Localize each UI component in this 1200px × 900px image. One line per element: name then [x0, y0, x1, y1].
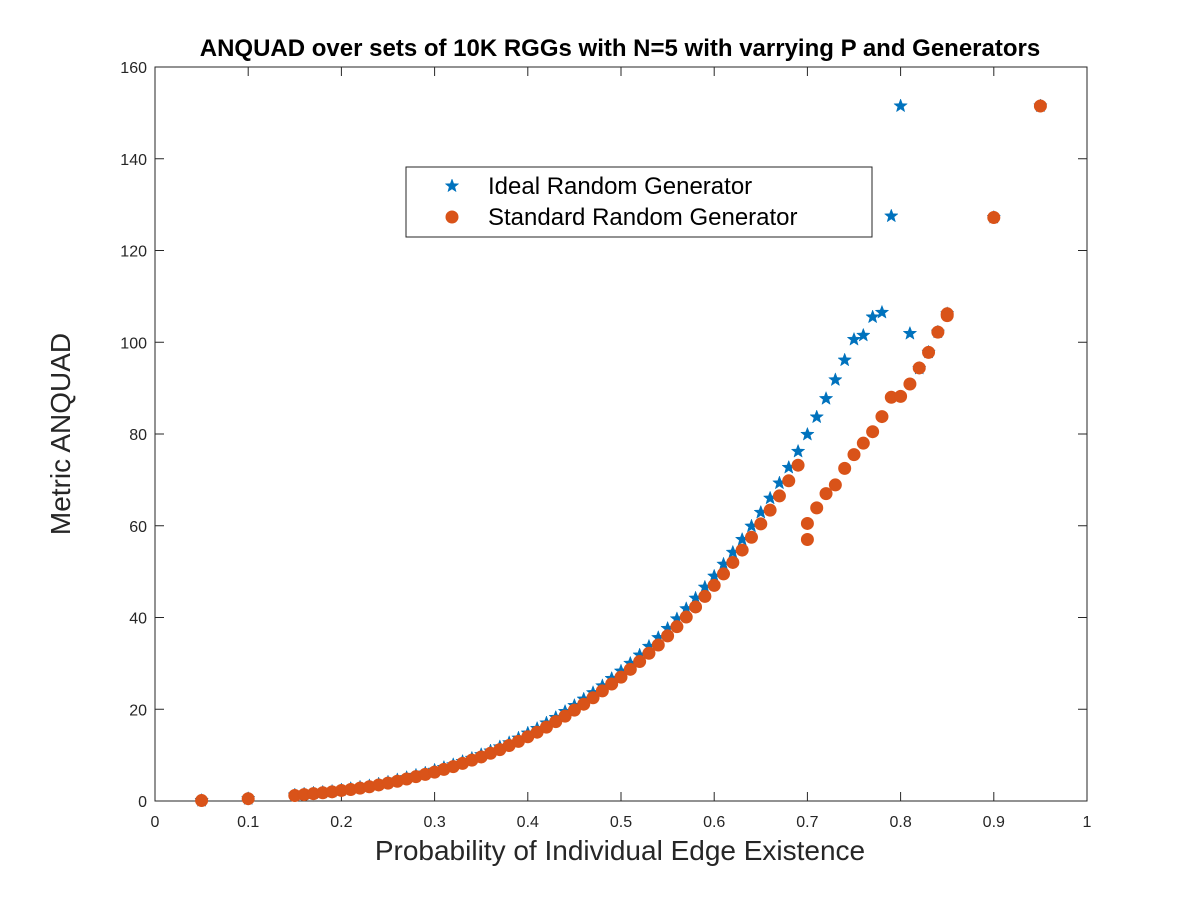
data-point: [800, 426, 815, 441]
x-axis-label: Probability of Individual Edge Existence: [375, 835, 865, 866]
data-point: [846, 331, 862, 346]
data-point: [642, 646, 656, 660]
data-point: [883, 208, 899, 223]
x-tick-label: 0: [151, 814, 160, 831]
data-point: [866, 425, 880, 439]
x-tick-label: 1: [1083, 814, 1092, 831]
series-layer: [194, 98, 1048, 808]
legend-circle-icon: [445, 210, 459, 224]
data-point: [1033, 99, 1047, 113]
x-tick-label: 0.3: [423, 814, 445, 831]
data-point: [902, 325, 918, 340]
y-tick-label: 0: [138, 794, 147, 811]
data-point: [689, 600, 703, 614]
y-tick-label: 80: [129, 427, 147, 444]
data-point: [241, 792, 255, 806]
chart-title: ANQUAD over sets of 10K RGGs with N=5 wi…: [200, 35, 1040, 62]
y-tick-label: 40: [129, 611, 147, 628]
legend-label-standard: Standard Random Generator: [488, 204, 798, 231]
data-point: [865, 309, 880, 324]
y-tick-label: 140: [120, 152, 147, 169]
y-tick-label: 160: [120, 60, 147, 77]
data-point: [903, 377, 917, 391]
data-point: [735, 543, 749, 557]
x-tick-label: 0.7: [796, 814, 818, 831]
data-point: [558, 709, 572, 723]
x-tick-label: 0.5: [610, 814, 632, 831]
x-tick-label: 0.4: [517, 814, 539, 831]
data-point: [856, 436, 870, 450]
y-axis: 0 20 40 60 80 100 120 140 160: [120, 60, 1087, 811]
data-point: [661, 629, 675, 643]
data-point: [577, 697, 591, 711]
data-point: [875, 410, 889, 424]
legend-box: [405, 166, 873, 238]
data-point: [623, 662, 637, 676]
data-point: [828, 372, 843, 387]
data-point: [828, 478, 842, 492]
x-tick-label: 0.9: [983, 814, 1005, 831]
y-tick-label: 60: [129, 519, 147, 536]
data-point: [800, 516, 814, 530]
data-point: [707, 578, 721, 592]
data-point: [605, 677, 619, 691]
legend-marker-standard: [445, 210, 459, 224]
data-point: [698, 589, 712, 603]
data-point: [772, 489, 786, 503]
data-point: [819, 487, 833, 501]
data-point: [790, 443, 806, 458]
data-point: [912, 361, 926, 375]
x-tick-label: 0.1: [237, 814, 259, 831]
data-point: [744, 530, 758, 544]
data-point: [837, 352, 853, 367]
data-point: [791, 458, 805, 472]
data-point: [595, 684, 609, 698]
data-point: [717, 567, 731, 581]
data-point: [847, 448, 861, 462]
data-point: [894, 389, 908, 403]
y-tick-label: 120: [120, 244, 147, 261]
data-point: [931, 325, 945, 339]
x-tick-label: 0.6: [703, 814, 725, 831]
data-point: [633, 655, 647, 669]
data-point: [874, 304, 890, 319]
x-tick-label: 0.8: [889, 814, 911, 831]
y-tick-label: 100: [120, 335, 147, 352]
y-axis-label: Metric ANQUAD: [45, 333, 76, 535]
data-point: [838, 461, 852, 475]
legend-label-ideal: Ideal Random Generator: [488, 173, 752, 200]
data-point: [614, 670, 628, 684]
data-point: [855, 327, 871, 342]
data-point: [893, 98, 908, 113]
data-point: [670, 620, 684, 634]
legend-star-icon: [444, 178, 460, 193]
data-point: [800, 533, 814, 547]
data-point: [651, 638, 665, 652]
data-point: [940, 307, 954, 321]
data-point: [195, 794, 209, 808]
y-tick-label: 20: [129, 702, 147, 719]
legend-marker-ideal: [444, 178, 460, 193]
data-point: [586, 691, 600, 705]
data-point: [754, 517, 768, 531]
data-point: [987, 210, 1001, 224]
data-point: [763, 503, 777, 517]
data-point: [810, 501, 824, 515]
series-standard: [195, 99, 1047, 808]
data-point: [567, 703, 581, 717]
data-point: [818, 390, 834, 405]
legend: Ideal Random Generator Standard Random G…: [405, 166, 873, 238]
data-point: [726, 555, 740, 569]
x-tick-label: 0.2: [330, 814, 352, 831]
x-axis: 0 0.1 0.2 0.3 0.4 0.5 0.6 0.7 0.8 0.9 1: [151, 67, 1092, 831]
data-point: [809, 409, 825, 424]
data-point: [679, 610, 693, 624]
data-point: [922, 345, 936, 359]
data-point: [782, 474, 796, 488]
